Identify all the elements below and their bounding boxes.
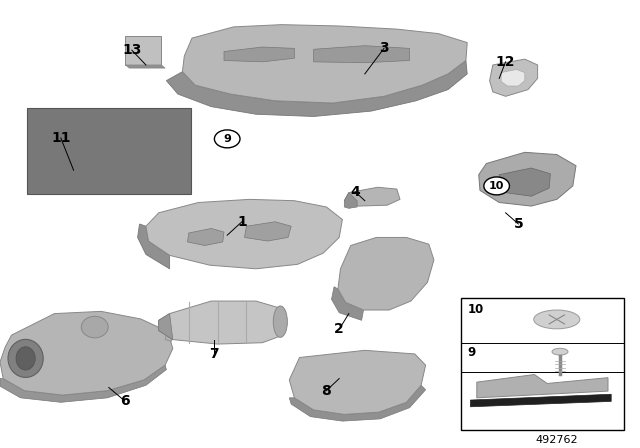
Text: 9: 9: [223, 134, 231, 144]
Text: 10: 10: [467, 303, 483, 316]
Circle shape: [214, 130, 240, 148]
Polygon shape: [188, 228, 224, 246]
Polygon shape: [338, 237, 434, 310]
Polygon shape: [289, 350, 426, 414]
Polygon shape: [0, 365, 166, 402]
Polygon shape: [159, 314, 173, 340]
Ellipse shape: [8, 340, 44, 378]
Ellipse shape: [81, 316, 108, 338]
Polygon shape: [146, 199, 342, 269]
Polygon shape: [224, 47, 294, 62]
Polygon shape: [159, 301, 287, 344]
Polygon shape: [125, 36, 161, 65]
Text: 12: 12: [496, 55, 515, 69]
Ellipse shape: [552, 349, 568, 355]
Circle shape: [484, 177, 509, 195]
Text: 10: 10: [489, 181, 504, 191]
Ellipse shape: [16, 347, 35, 370]
Ellipse shape: [273, 306, 287, 337]
Text: 7: 7: [209, 347, 220, 361]
Polygon shape: [477, 375, 608, 398]
Polygon shape: [138, 224, 170, 269]
Text: 3: 3: [379, 41, 389, 56]
Polygon shape: [501, 69, 525, 86]
Polygon shape: [479, 152, 576, 206]
Text: 4: 4: [350, 185, 360, 199]
Polygon shape: [125, 65, 165, 68]
Polygon shape: [344, 193, 357, 208]
Ellipse shape: [534, 310, 580, 329]
Text: 11: 11: [51, 131, 70, 145]
Text: 5: 5: [513, 217, 524, 231]
Polygon shape: [0, 311, 173, 395]
Polygon shape: [182, 25, 467, 103]
Polygon shape: [27, 108, 191, 194]
Polygon shape: [344, 187, 400, 206]
Polygon shape: [470, 394, 611, 407]
Polygon shape: [314, 46, 410, 63]
Text: 1: 1: [237, 215, 247, 229]
Polygon shape: [490, 59, 538, 96]
Text: 6: 6: [120, 394, 130, 408]
FancyBboxPatch shape: [461, 298, 624, 430]
Text: 8: 8: [321, 383, 332, 398]
Polygon shape: [332, 287, 364, 320]
Polygon shape: [499, 168, 550, 196]
Text: 492762: 492762: [536, 435, 578, 444]
Text: 13: 13: [122, 43, 141, 57]
Text: 9: 9: [467, 346, 476, 359]
Polygon shape: [244, 222, 291, 241]
Polygon shape: [166, 60, 467, 116]
Polygon shape: [165, 314, 178, 341]
Polygon shape: [289, 385, 426, 421]
Text: 2: 2: [334, 322, 344, 336]
